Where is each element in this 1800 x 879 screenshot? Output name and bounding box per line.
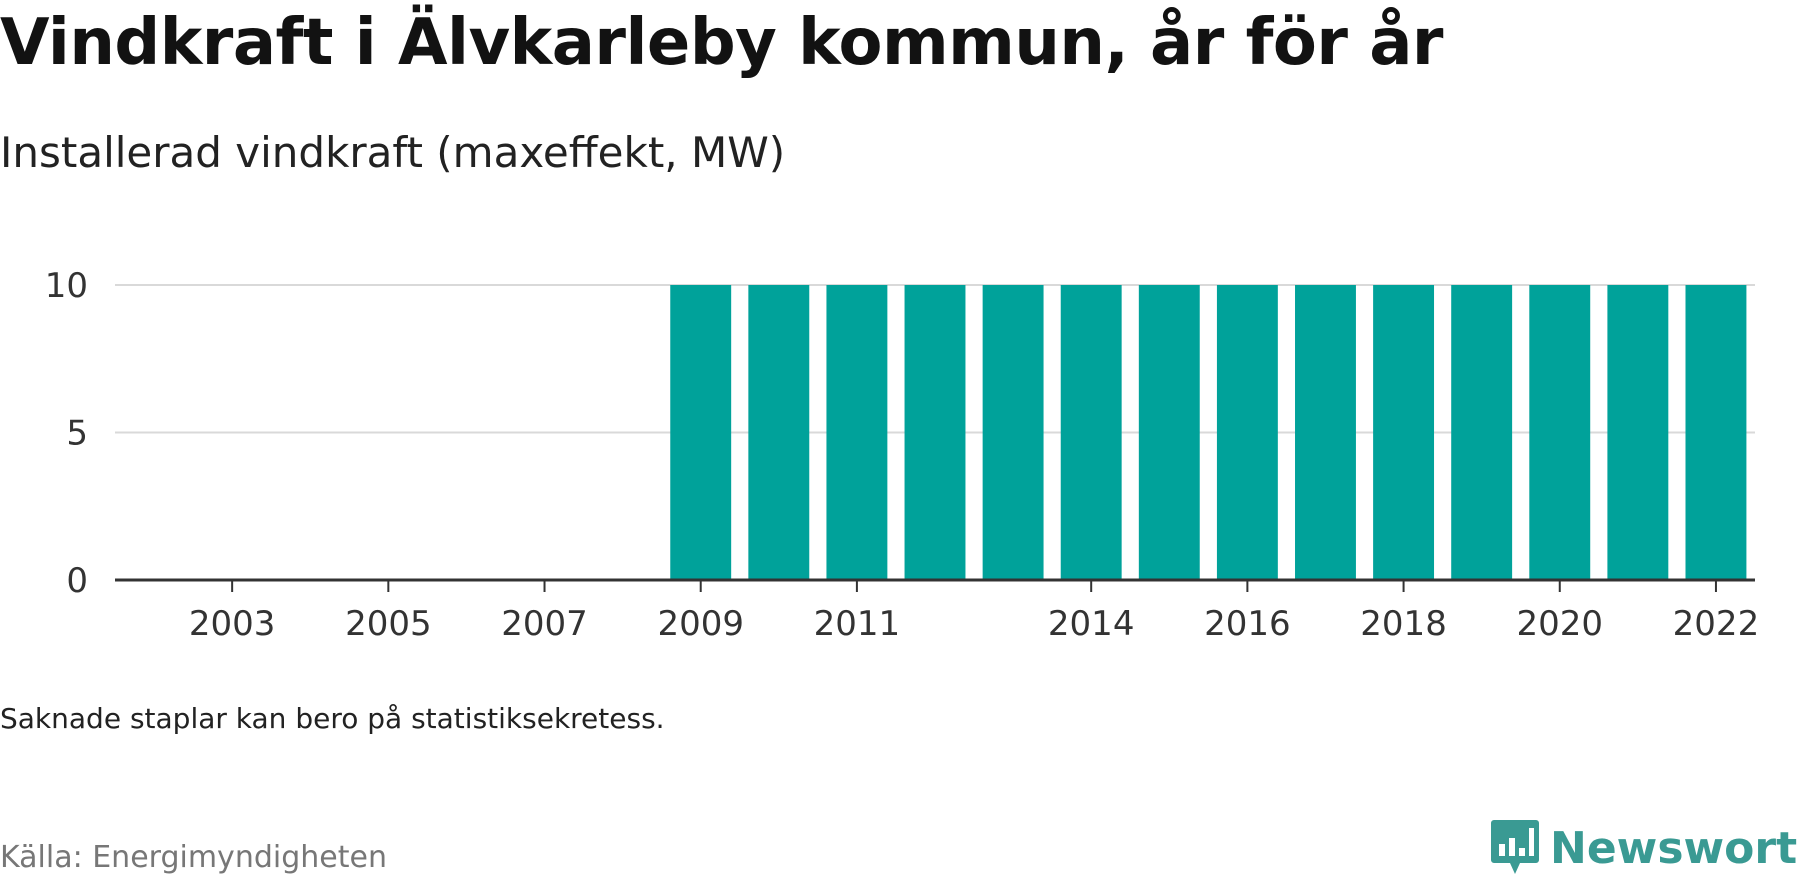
- x-tick-label: 2003: [189, 604, 276, 644]
- source-credit: Källa: Energimyndigheten: [0, 840, 387, 875]
- chart-subtitle: Installerad vindkraft (maxeffekt, MW): [0, 128, 786, 177]
- x-tick-label: 2022: [1673, 604, 1760, 644]
- bar: [904, 285, 966, 580]
- bar: [1685, 285, 1747, 580]
- chart-title: Vindkraft i Älvkarleby kommun, år för år: [0, 6, 1443, 80]
- bar: [1451, 285, 1513, 580]
- x-tick-label: 2018: [1360, 604, 1447, 644]
- bar: [1607, 285, 1669, 580]
- bar: [826, 285, 888, 580]
- bar: [1295, 285, 1356, 580]
- bar: [1529, 285, 1591, 580]
- x-tick-label: 2005: [345, 604, 432, 644]
- newsworthy-logo: Newsworthy: [1490, 818, 1800, 878]
- x-tick-label: 2014: [1048, 604, 1135, 644]
- bar-chart-speech-bubble-icon: [1491, 820, 1539, 874]
- bar: [670, 285, 732, 580]
- bar: [1373, 285, 1435, 580]
- bar: [1138, 285, 1200, 580]
- brand-name: Newsworthy: [1550, 822, 1800, 874]
- x-tick-label: 2020: [1516, 604, 1603, 644]
- x-tick-label: 2007: [501, 604, 588, 644]
- bar-chart: 0 5 10 2003 2005 2007 2009 2011 2014 2016 2018 2020…: [45, 266, 1760, 644]
- y-tick-label: 0: [66, 561, 88, 601]
- bar: [748, 285, 810, 580]
- y-tick-label: 10: [45, 266, 88, 306]
- bar: [1060, 285, 1122, 580]
- x-tick-label: 2016: [1204, 604, 1291, 644]
- x-tick-label: 2011: [814, 604, 901, 644]
- bar: [982, 285, 1044, 580]
- y-tick-label: 5: [66, 414, 88, 454]
- footnote: Saknade staplar kan bero på statistiksek…: [0, 702, 665, 735]
- bar: [1216, 285, 1278, 580]
- x-tick-label: 2009: [657, 604, 744, 644]
